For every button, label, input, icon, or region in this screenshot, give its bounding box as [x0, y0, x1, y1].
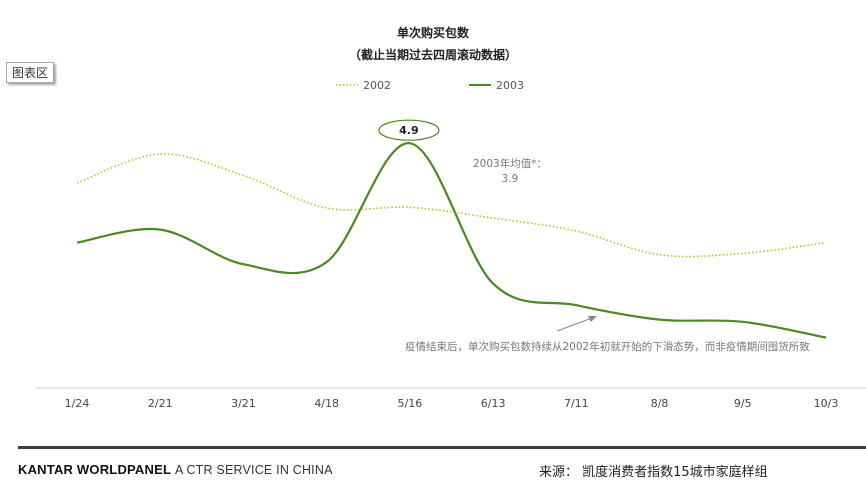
annotation-arrow [556, 316, 597, 332]
chart-title: 单次购买包数 [397, 25, 470, 40]
x-tick-label: 2/21 [148, 397, 173, 410]
brand: KANTAR WORLDPANEL A CTR SERVICE IN CHINA [18, 462, 333, 477]
brand-tagline: A CTR SERVICE IN CHINA [174, 463, 333, 477]
peak-callout: 4.9 [378, 119, 440, 141]
x-axis-ticks: 1/24 2/21 3/21 4/18 5/16 6/13 7/11 8/8 9/5 10/3 [65, 397, 839, 410]
avg-label: 2003年均值*： [473, 157, 547, 170]
x-tick-label: 8/8 [651, 397, 669, 410]
annotation-note: 疫情结束后，单次购买包数持续从2002年初就开始的下滑态势，而非疫情期间囤货所致 [405, 340, 810, 353]
x-tick-label: 5/16 [398, 397, 423, 410]
brand-name: KANTAR WORLDPANEL [18, 462, 172, 477]
footer-rule [18, 446, 866, 449]
x-tick-label: 7/11 [564, 397, 589, 410]
legend-label-2003: 2003 [496, 79, 524, 92]
series-layer [76, 142, 827, 339]
chart-subtitle: （截止当期过去四周滚动数据） [349, 47, 517, 62]
peak-value-label: 4.9 [399, 124, 419, 137]
x-tick-label: 9/5 [734, 397, 752, 410]
legend: 2002 2003 [336, 79, 524, 92]
legend-label-2002: 2002 [363, 79, 391, 92]
x-tick-label: 6/13 [481, 397, 506, 410]
line-chart: 单次购买包数 （截止当期过去四周滚动数据） 2002 2003 1/24 2/21… [36, 25, 866, 410]
chart-area-button[interactable]: 图表区 [6, 62, 55, 83]
x-tick-label: 1/24 [65, 397, 90, 410]
x-tick-label: 10/3 [814, 397, 839, 410]
series-line-2003 [76, 142, 827, 339]
avg-value: 3.9 [502, 173, 519, 185]
source-note: 来源： 凯度消费者指数15城市家庭样组 [539, 465, 768, 480]
series-line-2002 [76, 153, 827, 258]
x-tick-label: 4/18 [314, 397, 339, 410]
x-tick-label: 3/21 [231, 397, 256, 410]
peak-value-ellipse [378, 119, 440, 141]
